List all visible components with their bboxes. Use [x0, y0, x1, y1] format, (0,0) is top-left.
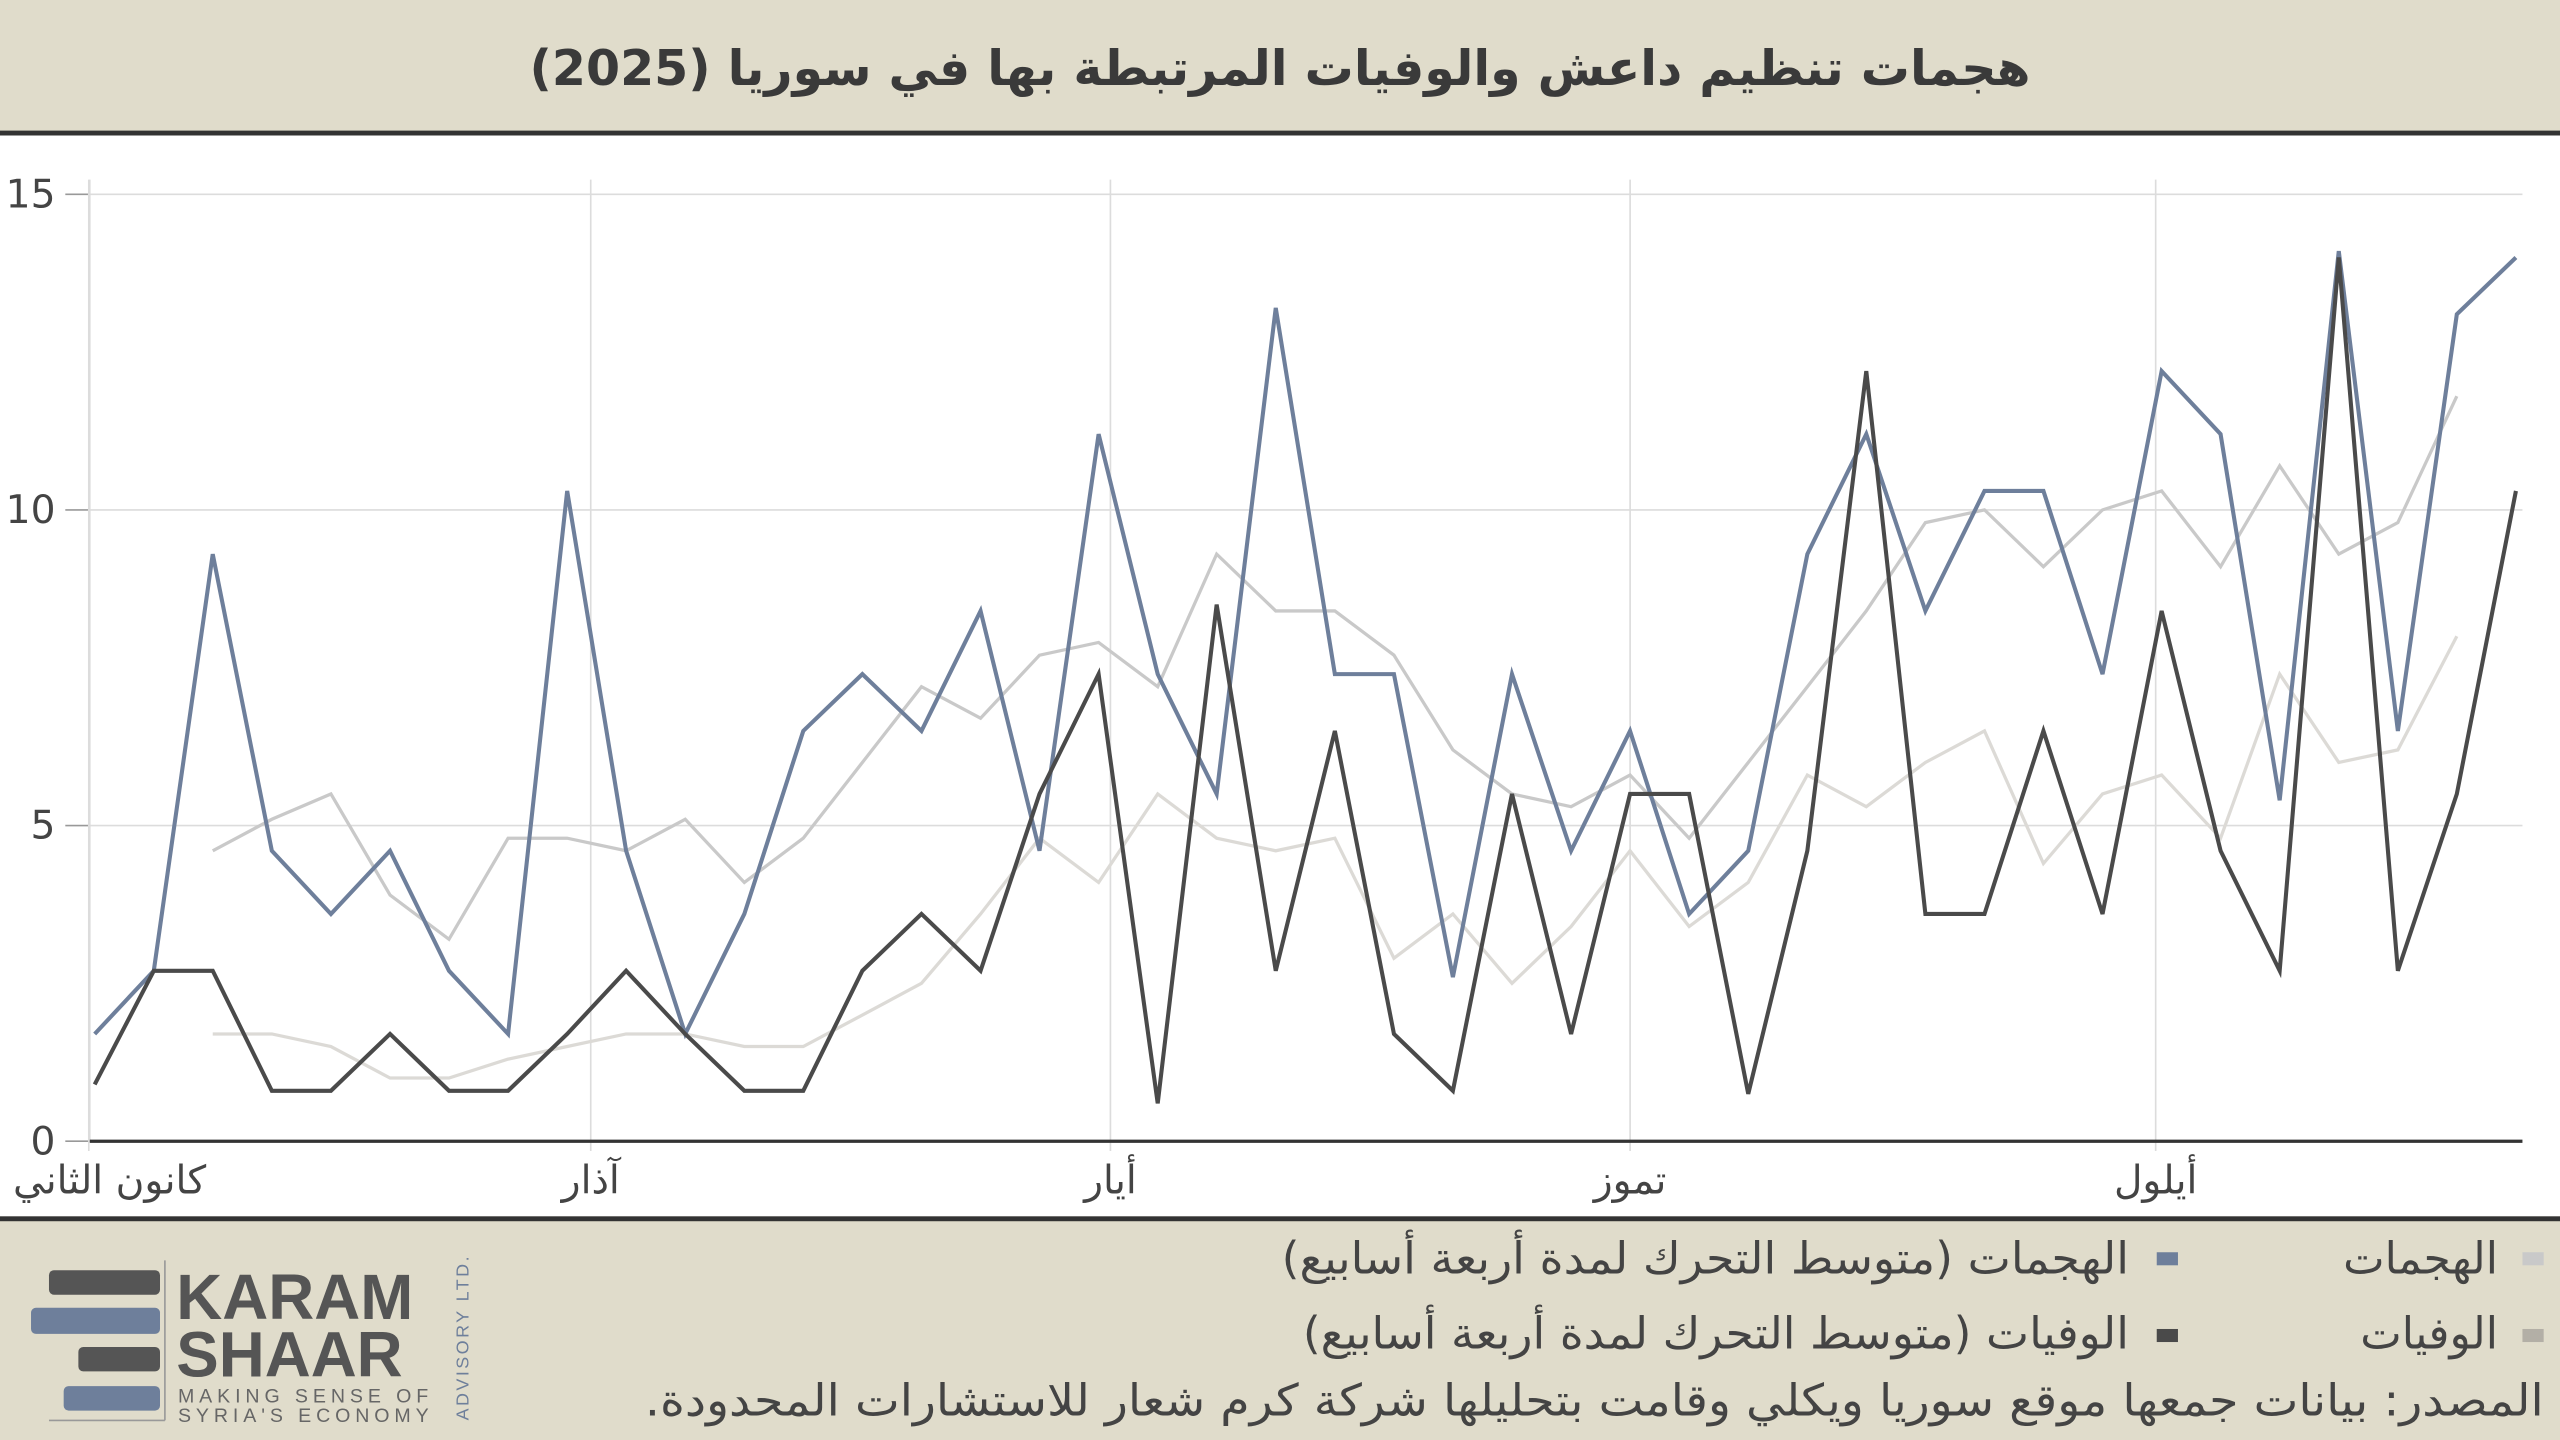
header-divider	[0, 130, 2560, 136]
legend-swatch	[2522, 1328, 2544, 1343]
series-line	[211, 395, 2459, 942]
gridlines	[65, 179, 2523, 1152]
legend-label: الوفيات (متوسط التحرك لمدة أربعة أسابيع)	[1303, 1305, 2129, 1360]
logo-tagline: SYRIA'S ECONOMY	[178, 1405, 434, 1427]
logo-bar	[48, 1270, 160, 1295]
legend-label: الوفيات	[2360, 1309, 2498, 1360]
footer-divider	[0, 1216, 2560, 1222]
legend-label: الهجمات (متوسط التحرك لمدة أربعة أسابيع)	[1282, 1229, 2129, 1284]
x-tick-label: أيار	[1082, 1154, 1137, 1203]
karam-shaar-logo: KARAM SHAAR MAKING SENSE OF SYRIA'S ECON…	[31, 1254, 473, 1427]
x-axis: كانون الثاني آذار أيار تموز أيلول	[13, 1154, 2197, 1203]
logo-bar	[31, 1307, 160, 1334]
series-line	[92, 257, 2518, 1104]
legend-swatch	[2156, 1328, 2178, 1343]
series-line	[93, 250, 2518, 1040]
series-lines	[92, 250, 2518, 1104]
legend-swatch	[2156, 1252, 2178, 1266]
logo-karam: KARAM	[176, 1262, 413, 1333]
y-axis: 0 5 10 15	[6, 172, 56, 1164]
logo-bar	[63, 1386, 160, 1411]
y-tick-label: 10	[6, 488, 56, 533]
x-tick-label: أيلول	[2114, 1154, 2197, 1203]
y-tick-label: 5	[31, 804, 56, 849]
logo-advisory: ADVISORY LTD.	[453, 1254, 473, 1420]
series-2	[93, 250, 2518, 1040]
y-tick-label: 0	[31, 1119, 56, 1164]
x-tick-label: آذار	[560, 1156, 622, 1203]
series-line	[212, 635, 2459, 1080]
chart-title: هجمات تنظيم داعش والوفيات المرتبطة بها ف…	[530, 40, 2031, 98]
x-tick-label: كانون الثاني	[13, 1158, 206, 1203]
legend-label: الهجمات	[2343, 1233, 2498, 1284]
y-tick-label: 15	[6, 172, 56, 217]
legend-swatch	[2522, 1252, 2544, 1266]
logo-bar	[78, 1346, 160, 1372]
header-band	[0, 0, 2560, 131]
series-3	[92, 257, 2518, 1104]
x-tick-label: تموز	[1592, 1158, 1667, 1203]
logo-shaar: SHAAR	[176, 1319, 402, 1390]
plot-background	[0, 135, 2560, 1217]
logo-tagline: MAKING SENSE OF	[178, 1385, 433, 1407]
source-note: المصدر: بيانات جمعها موقع سوريا ويكلي وق…	[645, 1376, 2544, 1427]
legend: الهجمات الهجمات (متوسط التحرك لمدة أربعة…	[1282, 1229, 2544, 1360]
